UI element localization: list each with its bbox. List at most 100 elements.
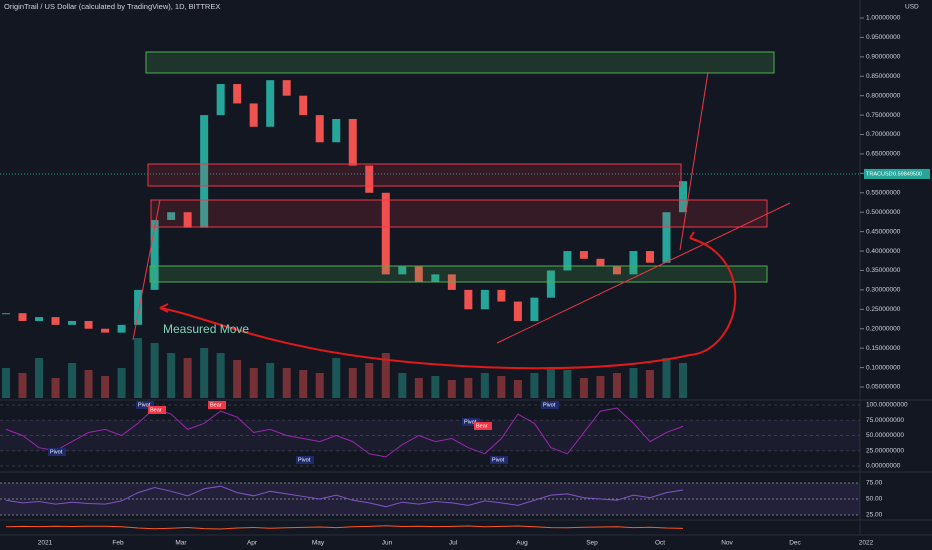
price-tick-label: 0.90000000 (866, 54, 901, 61)
time-tick-label: May (312, 540, 325, 547)
candle (249, 103, 258, 127)
stoch-tick-label: 25.00000000 (866, 447, 904, 454)
candle (513, 301, 522, 321)
volume-bar (249, 368, 258, 398)
price-tick-label: 0.40000000 (866, 248, 901, 255)
candle (464, 289, 473, 310)
volume-bar (645, 370, 654, 398)
signal-box (462, 418, 480, 426)
price-tick-label: 0.50000000 (866, 209, 901, 216)
signal-box (490, 456, 508, 464)
time-tick-label: Mar (175, 540, 187, 547)
volume-bar (101, 376, 110, 398)
volume-bar (68, 363, 77, 398)
volume-bar (612, 373, 621, 398)
candle (299, 95, 308, 116)
candle (398, 266, 407, 275)
price-tick-label: 0.65000000 (866, 151, 901, 158)
stoch-tick-label: 100.00000000 (866, 402, 908, 409)
candle (134, 289, 143, 325)
candle (645, 251, 654, 263)
candle (2, 313, 10, 315)
candle (662, 212, 671, 263)
resistance-zone (147, 163, 682, 187)
candle (546, 270, 555, 298)
volume-bar (447, 380, 456, 398)
price-tick-label: 0.70000000 (866, 131, 901, 138)
candle (315, 115, 324, 143)
volume-bar (629, 368, 638, 398)
signal-label: Pivot (464, 419, 477, 425)
volume-bar (596, 376, 605, 398)
candle (200, 115, 209, 228)
volume-bar (464, 378, 473, 398)
signal-label: Bear (210, 402, 222, 408)
volume-bar (117, 368, 126, 398)
price-tag-symbol: TRACUSD (866, 171, 893, 177)
volume-bar (513, 380, 522, 398)
arrow-head (159, 231, 698, 313)
candle (332, 118, 341, 143)
price-tick-label: 0.35000000 (866, 267, 901, 274)
stoch-tick-label: 50.00000000 (866, 432, 904, 439)
annotation: Measured Move (163, 322, 249, 336)
candle (282, 80, 291, 96)
volume-bar (679, 363, 687, 398)
stoch-tick-label: 75.00000000 (866, 417, 904, 424)
candle (480, 289, 489, 310)
price-tag-value: 0.59849500 (893, 171, 922, 177)
volume-bar (348, 368, 357, 398)
volume-bar (332, 358, 341, 398)
volume-bar (579, 378, 588, 398)
candle (101, 328, 110, 333)
support-zone (145, 51, 775, 74)
signal-label: Pivot (492, 457, 505, 463)
candle (679, 181, 687, 213)
time-tick-label: Sep (586, 540, 598, 547)
price-tick-label: 1.00000000 (866, 15, 901, 22)
volume-bar (167, 353, 176, 398)
volume-bar (183, 358, 192, 398)
volume-bar (2, 368, 10, 398)
volume-bar (18, 373, 27, 398)
signal-label: Pivot (50, 449, 63, 455)
candle (596, 258, 605, 267)
trend-line (132, 199, 161, 341)
candle (612, 266, 621, 275)
price-tag (864, 168, 930, 179)
volume-bar (134, 338, 143, 398)
volume-bar (51, 378, 60, 398)
rsi-line (5, 485, 684, 508)
price-tick-label: 0.05000000 (866, 384, 901, 391)
candle (51, 317, 60, 325)
signal-label: Bear (150, 407, 162, 413)
time-tick-label: Feb (112, 540, 124, 547)
price-tick-label: 0.75000000 (866, 112, 901, 119)
candle (266, 80, 275, 127)
volume-bar (381, 353, 390, 398)
signal-box (474, 422, 492, 430)
candle (348, 118, 357, 166)
candle (431, 274, 440, 283)
price-tick-label: 0.85000000 (866, 73, 901, 80)
volume-bar (546, 368, 555, 398)
candle (233, 84, 242, 104)
price-tick-label: 0.95000000 (866, 34, 901, 41)
price-tick-label: 0.30000000 (866, 287, 901, 294)
time-tick-label: Jun (382, 540, 393, 547)
candle (68, 320, 77, 325)
candle (117, 324, 126, 333)
volume-bar (266, 363, 275, 398)
time-tick-label: Jul (449, 540, 458, 547)
bottom-indicator (5, 525, 684, 530)
volume-bar (233, 360, 242, 398)
signal-label: Pivot (298, 457, 311, 463)
measured-move-arrow (159, 237, 737, 370)
time-tick-label: Dec (789, 540, 801, 547)
volume-bar (216, 353, 225, 398)
price-tick-label: 0.20000000 (866, 325, 901, 332)
volume-bar (84, 370, 93, 398)
time-tick-label: Nov (721, 540, 733, 547)
